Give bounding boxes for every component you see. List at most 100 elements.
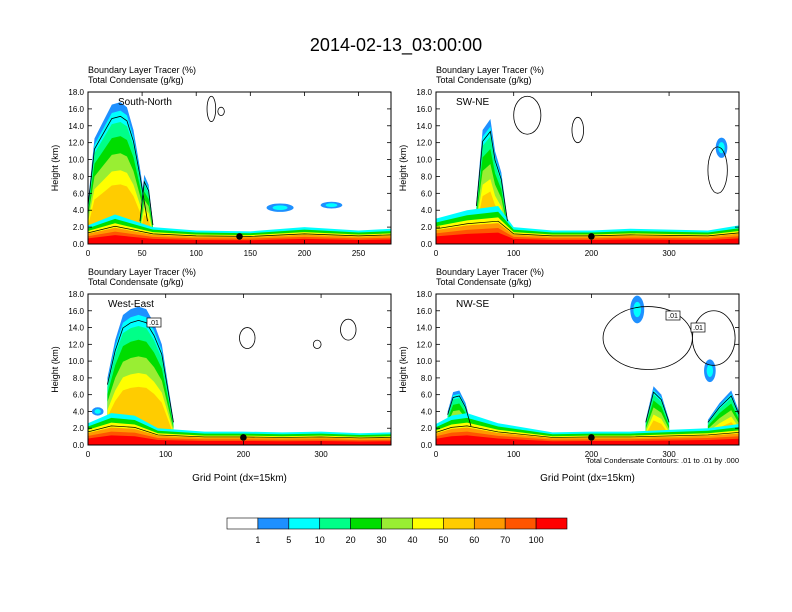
plot-frame	[87, 293, 392, 446]
y-tick-label: 10.0	[68, 156, 84, 165]
condensate-contour	[571, 116, 585, 144]
y-tick-label: 6.0	[73, 189, 85, 198]
tracer-field	[436, 95, 739, 244]
header-tracer: Boundary Layer Tracer (%)	[88, 267, 196, 277]
x-tick-label: 0	[86, 249, 91, 258]
y-tick-label: 16.0	[68, 105, 84, 114]
location-marker	[236, 233, 243, 240]
y-tick-label: 16.0	[416, 307, 432, 316]
x-tick-label: 200	[585, 450, 599, 459]
condensate-contour	[88, 225, 391, 237]
x-tick-label: 300	[662, 249, 676, 258]
y-tick-label: 2.0	[421, 424, 433, 433]
condensate-contour	[139, 180, 154, 226]
header-condensate: Total Condensate (g/kg)	[88, 277, 184, 287]
panel-label: NW-SE	[456, 299, 489, 310]
x-tick-label: 250	[352, 249, 366, 258]
panel-label: West-East	[108, 299, 154, 310]
y-axis-label: Height (km)	[398, 346, 408, 393]
y-tick-label: 16.0	[68, 307, 84, 316]
y-tick-label: 14.0	[68, 122, 84, 131]
y-axis-label: Height (km)	[398, 145, 408, 192]
colorbar-label: 5	[286, 535, 291, 545]
colorbar-label: 50	[438, 535, 448, 545]
y-tick-label: 0.0	[421, 441, 433, 450]
colorbar-swatch	[504, 517, 537, 530]
y-tick-label: 4.0	[73, 407, 85, 416]
colorbar-swatch	[319, 517, 351, 530]
header-condensate: Total Condensate (g/kg)	[436, 277, 532, 287]
panel-sw-ne: 0 100 200 300 0.0 2.0 4.0 6.0 8.0 10.0 12.0 14.0 16.…	[398, 65, 740, 258]
header-tracer: Boundary Layer Tracer (%)	[436, 65, 544, 75]
y-tick-label: 8.0	[73, 374, 85, 383]
y-tick-label: 14.0	[416, 122, 432, 131]
x-axis-label: Grid Point (dx=15km)	[540, 473, 635, 484]
y-tick-label: 10.0	[416, 357, 432, 366]
y-tick-label: 2.0	[73, 424, 85, 433]
condensate-contour	[107, 320, 174, 423]
colorbar-label: 20	[346, 535, 356, 545]
y-tick-label: 12.0	[416, 340, 432, 349]
colorbar-swatch	[288, 517, 321, 530]
colorbar-label: 60	[469, 535, 479, 545]
colorbar-label: 100	[529, 535, 544, 545]
y-axis-label: Height (km)	[50, 145, 60, 192]
tracer-spot-core	[325, 203, 338, 208]
x-tick-label: 200	[585, 249, 599, 258]
tracer-field	[88, 95, 391, 244]
colorbar-swatch	[443, 517, 475, 530]
surface-band	[436, 232, 739, 244]
y-tick-label: 10.0	[416, 156, 432, 165]
colorbar-swatch	[226, 517, 259, 530]
condensate-contour	[217, 106, 225, 117]
colorbar-label: 30	[377, 535, 387, 545]
x-tick-label: 100	[507, 249, 521, 258]
y-tick-label: 18.0	[416, 290, 432, 299]
x-tick-label: 300	[314, 450, 328, 459]
plot-frame	[435, 293, 740, 446]
y-tick-label: 6.0	[421, 391, 433, 400]
condensate-contour	[340, 318, 357, 341]
y-tick-label: 14.0	[68, 324, 84, 333]
y-tick-label: 2.0	[421, 223, 433, 232]
y-tick-label: 8.0	[421, 374, 433, 383]
x-tick-label: 50	[138, 249, 147, 258]
x-tick-label: 0	[434, 450, 439, 459]
condensate-contour	[436, 220, 739, 237]
condensate-contour	[88, 425, 391, 439]
condensate-contour	[707, 146, 728, 194]
location-marker	[588, 434, 595, 441]
tracer-spot-core	[706, 364, 714, 377]
panel-label: South-North	[118, 97, 172, 108]
condensate-contour	[447, 395, 472, 427]
x-tick-label: 300	[662, 450, 676, 459]
y-tick-label: 4.0	[421, 206, 433, 215]
y-tick-label: 6.0	[73, 391, 85, 400]
condensate-contour	[691, 310, 736, 366]
condensate-contour	[239, 327, 256, 349]
y-tick-label: 0.0	[73, 441, 85, 450]
colorbar-label: 10	[315, 535, 325, 545]
colorbar-swatch	[473, 517, 506, 530]
y-tick-label: 16.0	[416, 105, 432, 114]
y-tick-label: 8.0	[73, 172, 85, 181]
y-tick-label: 12.0	[68, 139, 84, 148]
condensate-contour	[476, 130, 508, 222]
colorbar-swatch	[535, 517, 568, 530]
x-tick-label: 150	[244, 249, 258, 258]
header-condensate: Total Condensate (g/kg)	[88, 75, 184, 85]
condensate-contour	[707, 395, 739, 423]
svg-text:.01: .01	[149, 320, 159, 327]
y-tick-label: 2.0	[73, 223, 85, 232]
y-tick-label: 10.0	[68, 357, 84, 366]
svg-text:.01: .01	[668, 313, 678, 320]
header-tracer: Boundary Layer Tracer (%)	[436, 267, 544, 277]
contour-label: .01	[690, 322, 706, 333]
x-tick-label: 100	[190, 249, 204, 258]
y-tick-label: 4.0	[73, 206, 85, 215]
tracer-spot-core	[633, 301, 642, 318]
tracer-spot-core	[272, 205, 288, 211]
x-axis-label: Grid Point (dx=15km)	[192, 473, 287, 484]
location-marker	[240, 434, 247, 441]
